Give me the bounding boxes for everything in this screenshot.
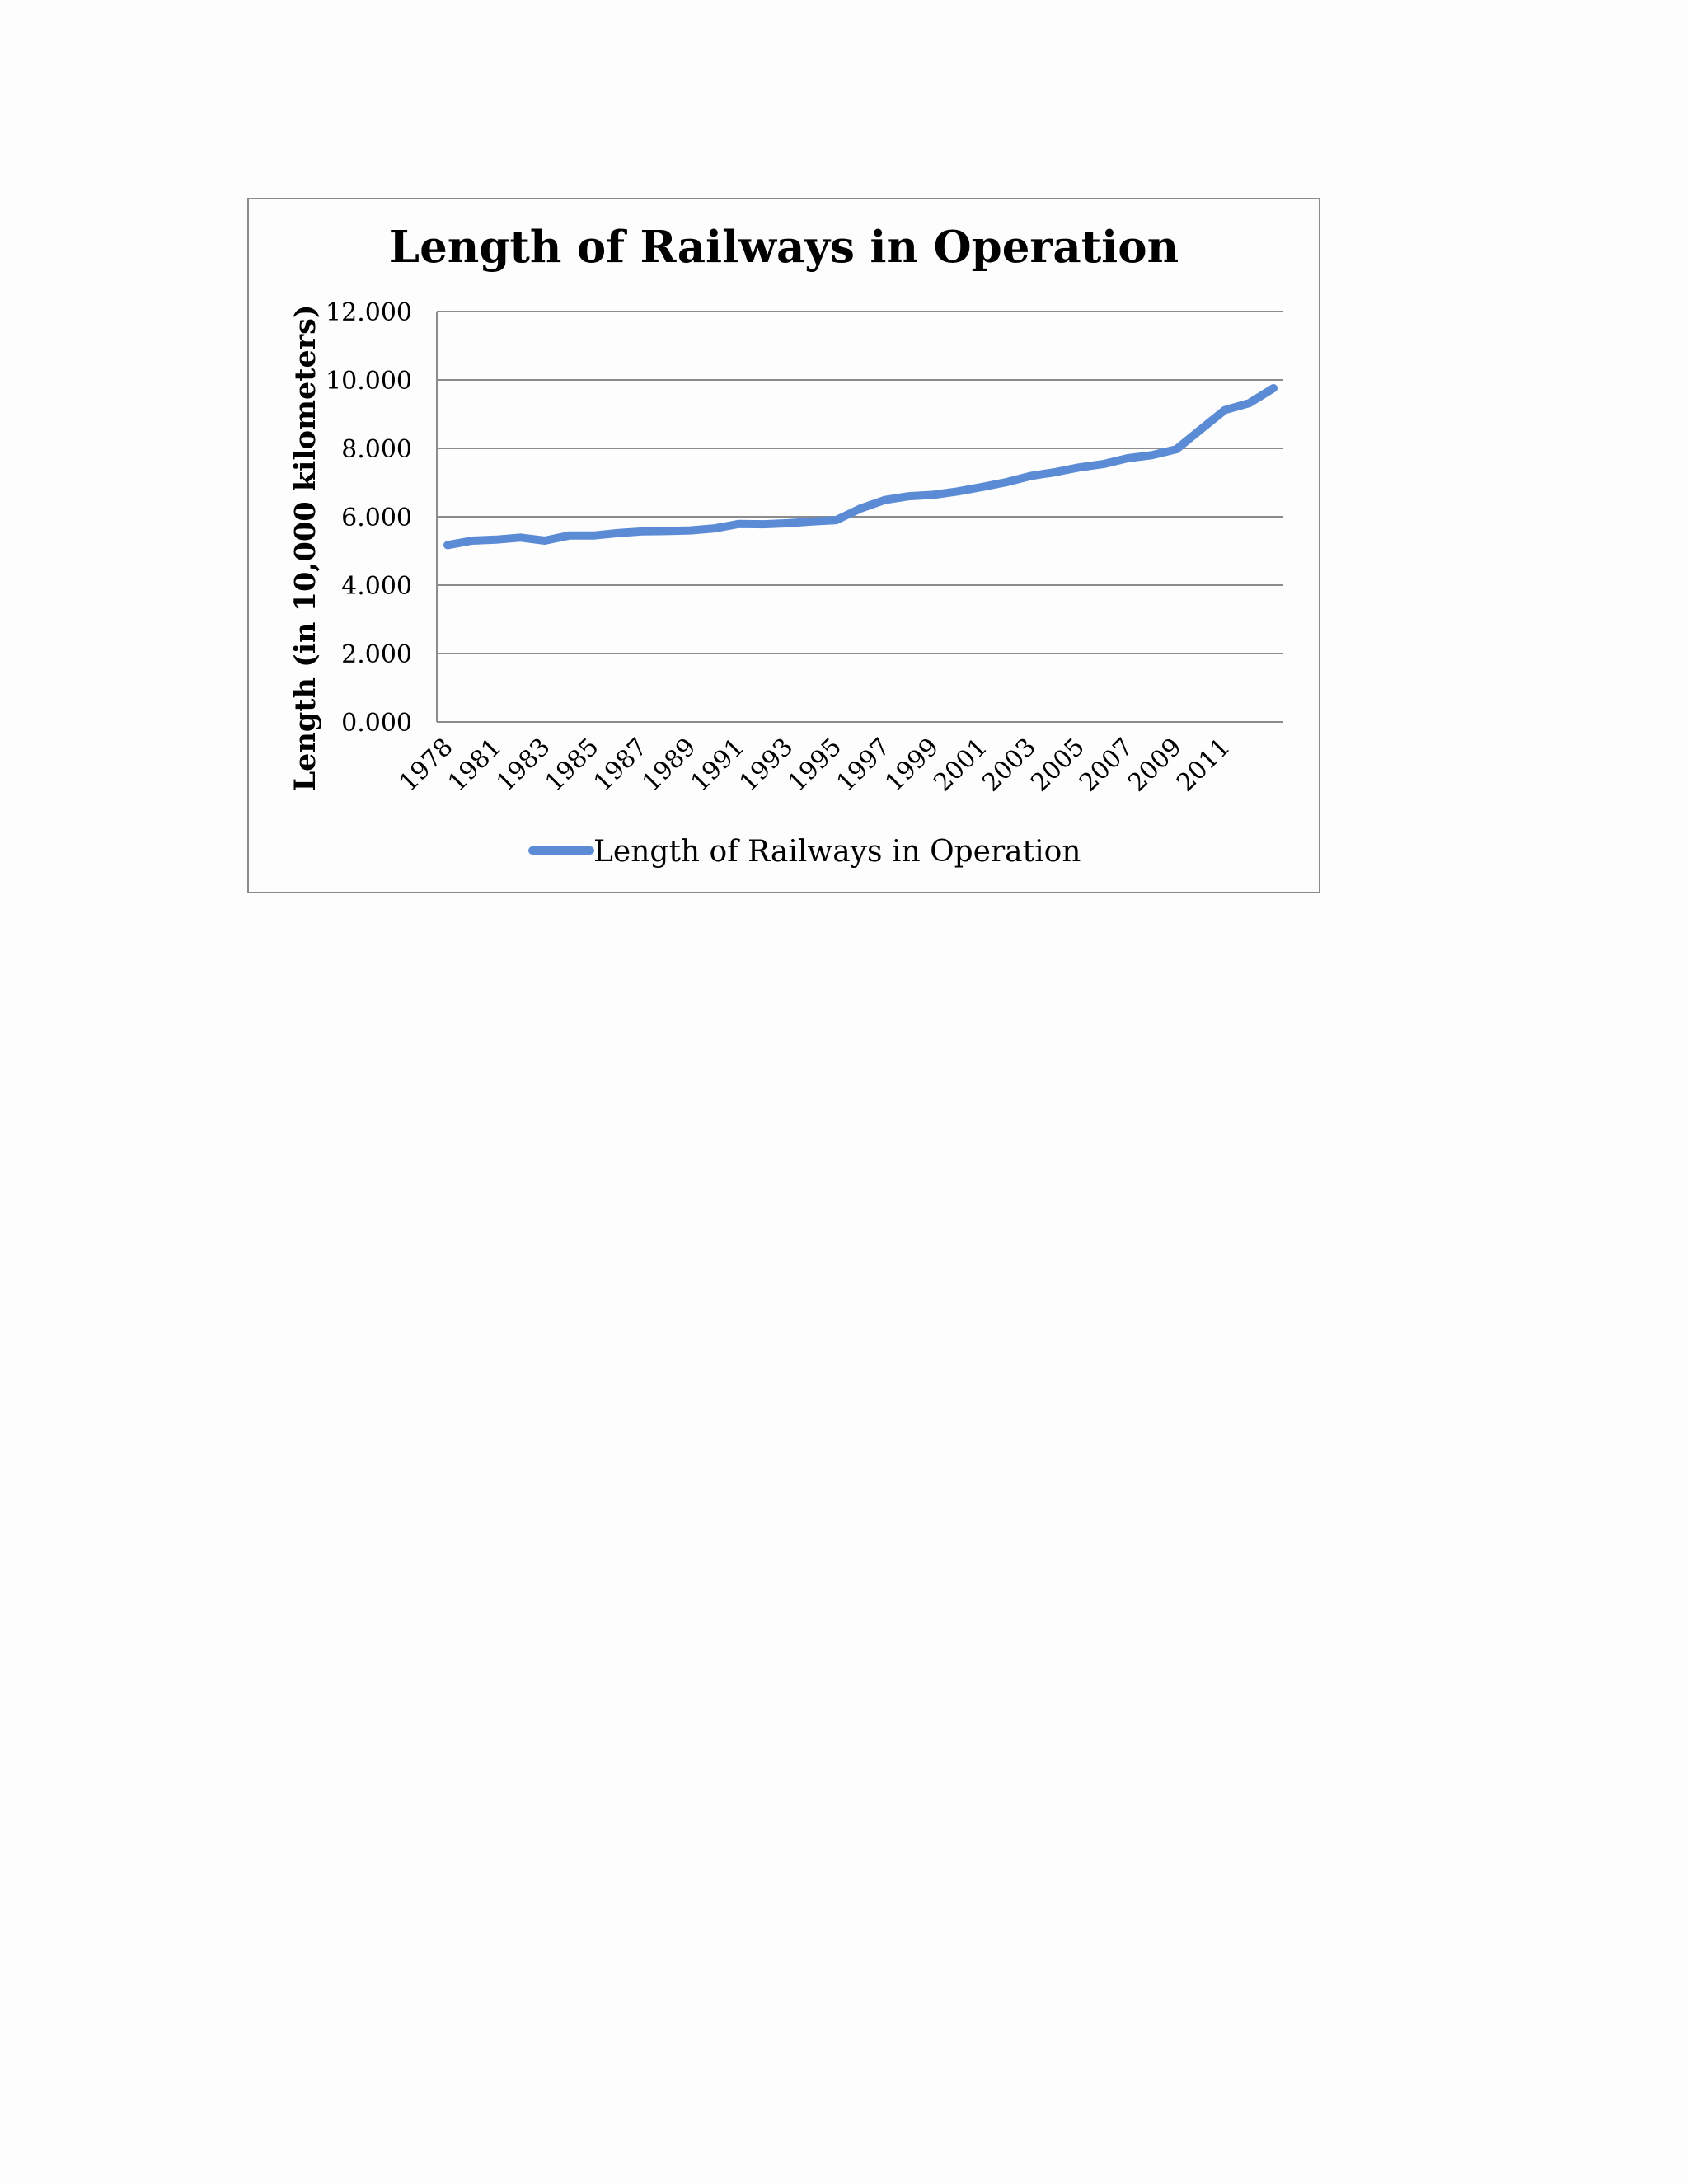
y-tick-label: 4.000 — [341, 572, 412, 601]
chart-title: Length of Railways in Operation — [389, 222, 1179, 273]
y-tick-label: 10.000 — [326, 367, 412, 396]
series-line — [443, 384, 1278, 550]
x-tick-label: 2007 — [1074, 733, 1139, 798]
x-tick-label: 1978 — [394, 733, 459, 798]
series-layer — [443, 384, 1278, 550]
x-tick-label: 2009 — [1123, 733, 1188, 798]
y-axis-ticks: 0.000 2.000 4.000 6.000 8.000 10.000 12.000 — [326, 298, 412, 738]
legend: Length of Railways in Operation — [528, 835, 1081, 869]
y-tick-label: 0.000 — [341, 709, 412, 738]
chart-frame — [247, 198, 1320, 893]
x-tick-label: 2001 — [928, 733, 993, 798]
x-tick-label: 1993 — [734, 733, 799, 798]
x-tick-label: 1997 — [831, 733, 896, 798]
line-chart: Length of Railways in Operation 0.000 2.0… — [288, 222, 1283, 869]
x-tick-label: 1999 — [879, 733, 945, 798]
gridlines — [436, 311, 1283, 723]
x-tick-label: 1995 — [782, 733, 847, 798]
x-tick-label: 2003 — [977, 733, 1042, 798]
x-tick-label: 1987 — [588, 733, 654, 798]
y-tick-label: 12.000 — [326, 298, 412, 327]
x-tick-label: 1981 — [443, 733, 508, 798]
y-tick-label: 2.000 — [341, 640, 412, 669]
x-tick-label: 2005 — [1025, 733, 1090, 798]
y-axis-label: Length (in 10,000 kilometers) — [288, 305, 322, 792]
legend-label: Length of Railways in Operation — [593, 835, 1081, 869]
y-tick-label: 6.000 — [341, 504, 412, 532]
x-tick-label: 1985 — [540, 733, 605, 798]
x-tick-label: 2011 — [1171, 733, 1236, 798]
x-tick-label: 1991 — [686, 733, 751, 798]
x-tick-label: 1983 — [491, 733, 556, 798]
y-tick-label: 8.000 — [341, 435, 412, 464]
x-axis-ticks: 1978198119831985198719891991199319951997… — [394, 733, 1236, 798]
x-tick-label: 1989 — [637, 733, 702, 798]
